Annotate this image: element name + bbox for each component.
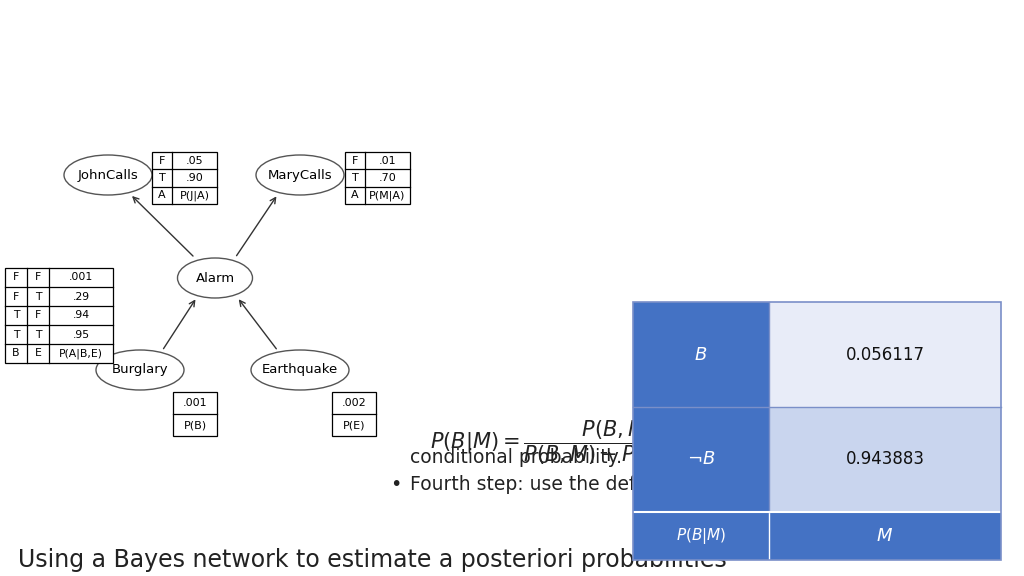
Text: T: T	[351, 173, 358, 183]
Text: Using a Bayes network to estimate a posteriori probabilities: Using a Bayes network to estimate a post…	[18, 548, 727, 572]
Text: Alarm: Alarm	[196, 271, 234, 285]
Text: F: F	[13, 291, 19, 301]
Text: A: A	[351, 190, 358, 200]
Text: P(E): P(E)	[343, 420, 366, 430]
Text: JohnCalls: JohnCalls	[78, 169, 138, 181]
Ellipse shape	[63, 155, 152, 195]
Bar	[332, 392, 376, 436]
Bar	[633, 302, 769, 407]
Text: Burglary: Burglary	[112, 363, 168, 377]
Text: P(J|A): P(J|A)	[179, 190, 210, 200]
Text: .29: .29	[73, 291, 89, 301]
Text: .001: .001	[182, 398, 207, 408]
Text: P(M|A): P(M|A)	[370, 190, 406, 200]
Text: conditional probability.: conditional probability.	[410, 448, 622, 467]
Text: $\neg B$: $\neg B$	[687, 450, 715, 468]
Text: F: F	[35, 310, 41, 320]
Text: MaryCalls: MaryCalls	[267, 169, 333, 181]
Text: T: T	[159, 173, 165, 183]
Bar	[633, 302, 1001, 560]
Text: $B$: $B$	[694, 346, 708, 363]
Text: 0.056117: 0.056117	[846, 346, 925, 363]
Bar	[5, 268, 113, 363]
Text: .94: .94	[73, 310, 89, 320]
Text: .05: .05	[185, 156, 204, 166]
Text: Earthquake: Earthquake	[262, 363, 338, 377]
Bar	[633, 512, 1001, 560]
Ellipse shape	[96, 350, 184, 390]
Text: T: T	[35, 291, 41, 301]
Text: T: T	[12, 329, 19, 339]
Text: P(A|B,E): P(A|B,E)	[59, 348, 103, 359]
Bar	[769, 407, 1001, 512]
Bar	[152, 152, 217, 204]
Text: .002: .002	[342, 398, 367, 408]
Bar	[633, 407, 769, 512]
Text: A: A	[158, 190, 166, 200]
Text: .90: .90	[185, 173, 204, 183]
Text: $P(B|M) = \dfrac{P(B,M)}{P(B,M) + P(B,\neg M)}$: $P(B|M) = \dfrac{P(B,M)}{P(B,M) + P(B,\n…	[430, 418, 713, 467]
Text: .70: .70	[379, 173, 396, 183]
Text: •: •	[390, 475, 401, 494]
Text: T: T	[35, 329, 41, 339]
Ellipse shape	[177, 258, 253, 298]
Text: F: F	[35, 272, 41, 282]
Bar	[769, 302, 1001, 407]
Text: $M$: $M$	[877, 527, 894, 545]
Ellipse shape	[251, 350, 349, 390]
Text: P(B): P(B)	[183, 420, 207, 430]
Text: E: E	[35, 348, 41, 358]
Bar	[173, 392, 217, 436]
Text: .001: .001	[69, 272, 93, 282]
Text: .01: .01	[379, 156, 396, 166]
Text: F: F	[159, 156, 165, 166]
Text: $P(B|M)$: $P(B|M)$	[676, 526, 726, 546]
Text: Fourth step: use the definition of: Fourth step: use the definition of	[410, 475, 717, 494]
Text: B: B	[12, 348, 19, 358]
Text: T: T	[12, 310, 19, 320]
Text: .95: .95	[73, 329, 89, 339]
Bar	[345, 152, 410, 204]
Text: F: F	[352, 156, 358, 166]
Text: 0.943883: 0.943883	[846, 450, 925, 468]
Text: F: F	[13, 272, 19, 282]
Ellipse shape	[256, 155, 344, 195]
